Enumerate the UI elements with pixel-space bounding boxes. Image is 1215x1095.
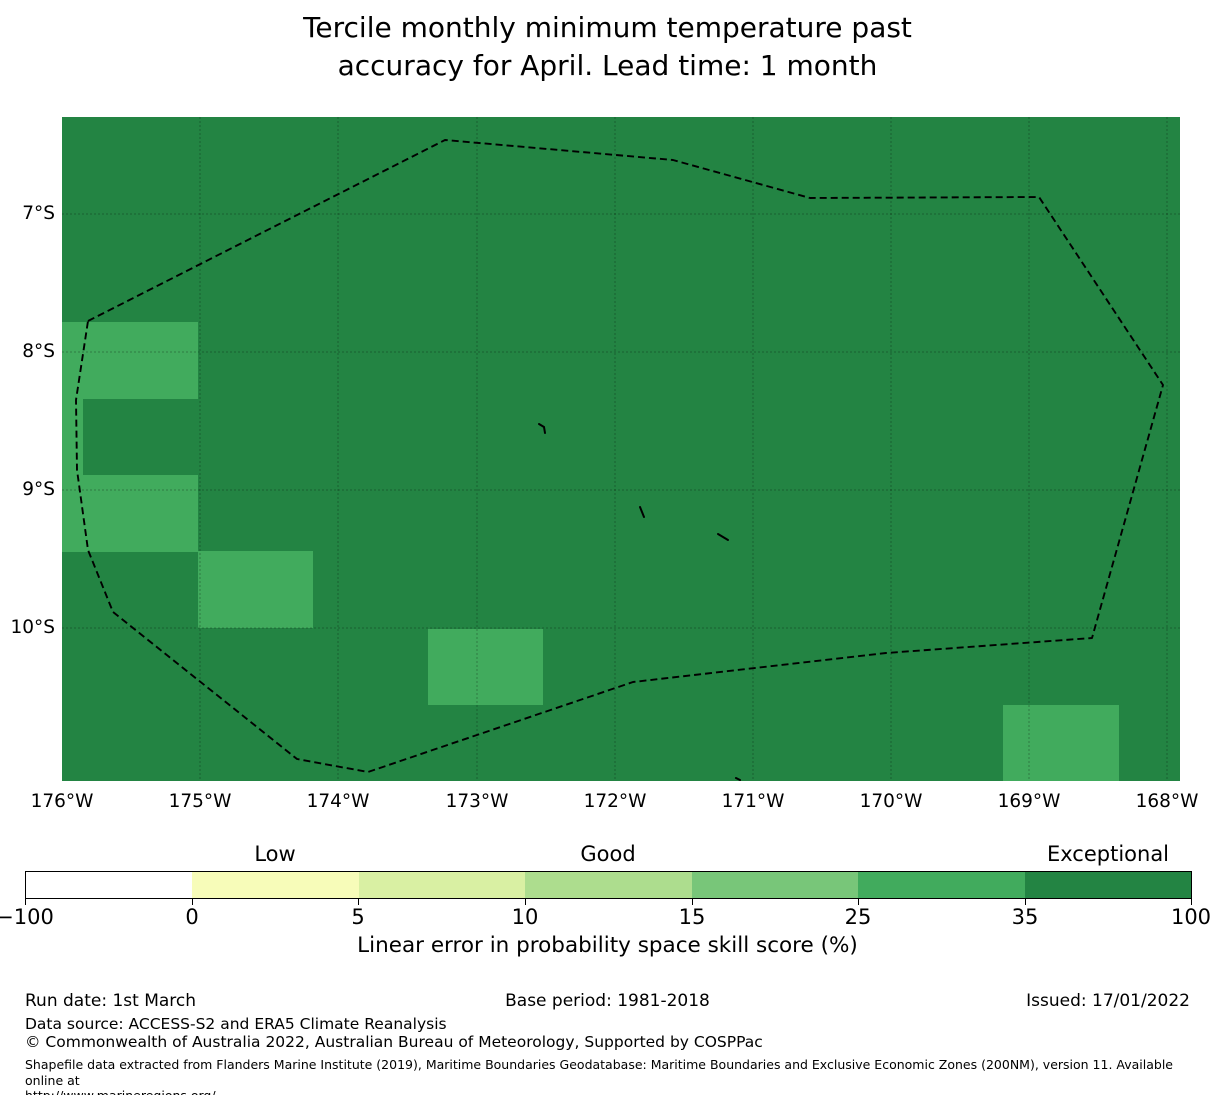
eez-boundary bbox=[75, 139, 1164, 773]
x-tick-label: 173°W bbox=[445, 791, 509, 812]
chart-title-line2: accuracy for April. Lead time: 1 month bbox=[337, 49, 878, 82]
run-date: Run date: 1st March bbox=[25, 991, 197, 1011]
colorbar bbox=[25, 871, 1192, 899]
x-tick-label: 176°W bbox=[30, 791, 94, 812]
colorbar-tick-label: 10 bbox=[511, 905, 539, 929]
skill-cell bbox=[62, 399, 83, 475]
map-area bbox=[62, 117, 1180, 781]
copyright-notice: © Commonwealth of Australia 2022, Austra… bbox=[25, 1033, 763, 1051]
graticule-grid bbox=[62, 117, 1180, 781]
skill-cell bbox=[1003, 705, 1119, 781]
issued-date: Issued: 17/01/2022 bbox=[1026, 991, 1190, 1011]
skill-cell bbox=[62, 475, 198, 552]
chart-title-line1: Tercile monthly minimum temperature past bbox=[303, 11, 912, 44]
y-tick-label: 8°S bbox=[22, 341, 55, 362]
colorbar-axis-label: Linear error in probability space skill … bbox=[357, 933, 858, 958]
x-tick-label: 168°W bbox=[1135, 791, 1199, 812]
skill-cell bbox=[198, 551, 313, 628]
island-marks bbox=[538, 423, 741, 781]
x-tick-label: 171°W bbox=[721, 791, 785, 812]
colorbar-label-exceptional: Exceptional bbox=[1046, 842, 1170, 866]
island-mark bbox=[538, 423, 546, 434]
colorbar-label-good: Good bbox=[580, 842, 636, 866]
colorbar-tick-label: 25 bbox=[844, 905, 872, 929]
colorbar-segment bbox=[358, 872, 526, 898]
island-mark bbox=[639, 506, 645, 518]
skill-cell bbox=[62, 322, 198, 399]
colorbar-segment bbox=[192, 872, 359, 898]
island-mark bbox=[735, 777, 741, 781]
y-tick-label: 10°S bbox=[10, 617, 55, 638]
colorbar-tick-label: 35 bbox=[1011, 905, 1039, 929]
colorbar-segment bbox=[858, 872, 1025, 898]
shapefile-attribution-line1: Shapefile data extracted from Flanders M… bbox=[25, 1057, 1173, 1088]
colorbar-segment bbox=[1024, 872, 1191, 898]
colorbar-tick bbox=[1025, 899, 1026, 905]
y-tick-label: 9°S bbox=[22, 479, 55, 500]
colorbar-tick-label: 100 bbox=[1170, 905, 1212, 929]
colorbar-tick-label: 5 bbox=[351, 905, 365, 929]
colorbar-tick bbox=[1191, 899, 1192, 905]
colorbar-segment bbox=[691, 872, 859, 898]
colorbar-tick-label: 15 bbox=[678, 905, 706, 929]
colorbar-tick bbox=[692, 899, 693, 905]
x-tick-label: 169°W bbox=[997, 791, 1061, 812]
colorbar-tick-label: −100 bbox=[0, 905, 54, 929]
base-period: Base period: 1981-2018 bbox=[505, 991, 710, 1011]
x-tick-label: 174°W bbox=[306, 791, 370, 812]
data-source: Data source: ACCESS-S2 and ERA5 Climate … bbox=[25, 1015, 447, 1033]
colorbar-segment bbox=[525, 872, 692, 898]
map-background bbox=[62, 117, 1180, 781]
shapefile-attribution: Shapefile data extracted from Flanders M… bbox=[25, 1057, 1190, 1095]
colorbar-tick bbox=[525, 899, 526, 905]
chart-title: Tercile monthly minimum temperature past… bbox=[0, 9, 1215, 85]
island-mark bbox=[717, 533, 729, 541]
colorbar-tick bbox=[192, 899, 193, 905]
colorbar-tick bbox=[25, 899, 26, 905]
y-tick-label: 7°S bbox=[22, 203, 55, 224]
skill-cells-25-35 bbox=[62, 322, 1119, 781]
colorbar-tick bbox=[858, 899, 859, 905]
skill-cell bbox=[428, 629, 543, 705]
x-tick-label: 170°W bbox=[859, 791, 923, 812]
map-canvas bbox=[62, 117, 1180, 781]
colorbar-tick-label: 0 bbox=[185, 905, 199, 929]
colorbar-label-low: Low bbox=[254, 842, 296, 866]
colorbar-segment bbox=[26, 872, 193, 898]
x-tick-label: 175°W bbox=[168, 791, 232, 812]
shapefile-attribution-line2: http://www.marineregions.org/. bbox=[25, 1088, 1190, 1095]
x-tick-label: 172°W bbox=[583, 791, 647, 812]
colorbar-tick bbox=[358, 899, 359, 905]
